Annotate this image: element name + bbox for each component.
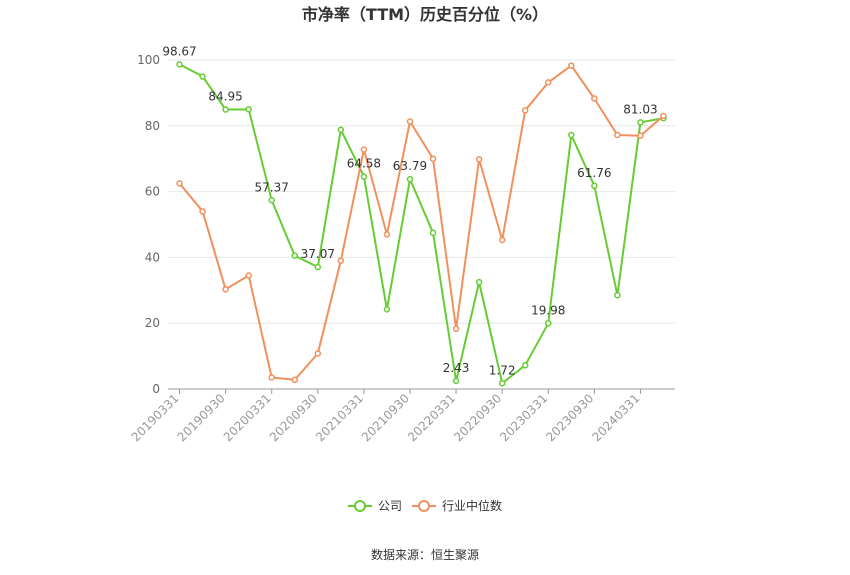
series-1-point-16: [545, 79, 552, 86]
legend-label-company: 公司: [378, 499, 402, 513]
x-tick-label-6: 20220331: [405, 391, 458, 444]
x-tick-label-5: 20210930: [359, 391, 412, 444]
series-0-point-7: [337, 126, 345, 133]
x-tick-label-1: 20190930: [175, 391, 228, 444]
legend-label-industry: 行业中位数: [442, 498, 502, 513]
series-1-point-18: [591, 95, 598, 102]
x-tick-label-10: 20240331: [589, 391, 642, 444]
series-1-point-9: [383, 231, 391, 238]
y-tick-label-2: 40: [145, 250, 160, 264]
data-label-5: 63.79: [393, 159, 427, 173]
series-1-point-20: [637, 132, 644, 139]
series-1-point-10: [406, 118, 414, 125]
series-0-point-9: [383, 306, 391, 313]
data-label-6: 2.43: [443, 361, 470, 375]
series-0-point-4: [268, 197, 275, 204]
series-1-point-3: [245, 272, 252, 279]
data-label-7: 1.72: [489, 363, 516, 377]
data-label-0: 98.67: [162, 44, 196, 58]
series-1-point-17: [568, 62, 575, 69]
series-1-point-4: [268, 374, 275, 381]
data-labels: 98.67 84.95 57.37 37.07 64.58 63.79 2.43 1.72 19…: [162, 44, 657, 377]
data-label-9: 61.76: [577, 166, 611, 180]
series-lines: [176, 61, 667, 387]
series-1-point-11: [429, 155, 437, 162]
y-tick-label-4: 80: [145, 119, 160, 133]
series-1-point-2: [222, 286, 229, 293]
series-1-point-8: [360, 146, 368, 153]
series-0-point-8: [360, 173, 368, 180]
x-tick-label-2: 20200331: [221, 391, 274, 444]
series-0-point-18: [591, 182, 598, 190]
data-label-3: 37.07: [301, 247, 335, 261]
x-tick-label-7: 20220930: [451, 391, 504, 444]
data-label-2: 57.37: [255, 180, 289, 194]
series-0-point-6: [314, 263, 322, 271]
series-line-0: [179, 63, 664, 385]
axes: 0 20 40 60 80 100 2019033120190930202003312020…: [129, 53, 675, 444]
x-tick-label-9: 20230930: [543, 391, 596, 444]
legend-marker-industry: [418, 500, 430, 512]
x-tick-label-4: 20210331: [313, 391, 366, 444]
x-tick-label-8: 20230331: [497, 391, 550, 444]
y-tick-label-1: 20: [145, 316, 160, 330]
series-0-point-12: [452, 377, 460, 385]
series-1-point-7: [337, 257, 345, 264]
series-1-point-0: [176, 180, 183, 187]
legend-marker-company: [354, 500, 366, 512]
data-label-10: 81.03: [623, 102, 657, 116]
series-0-point-2: [222, 106, 229, 113]
y-tick-label-3: 60: [145, 185, 160, 199]
y-tick-label-5: 100: [137, 53, 160, 67]
series-0-point-15: [521, 362, 529, 369]
series-0-point-13: [475, 278, 483, 286]
series-1-point-15: [521, 107, 529, 114]
series-1-point-12: [452, 325, 460, 333]
data-label-8: 19.98: [531, 303, 565, 317]
series-0-point-1: [199, 73, 206, 80]
series-1-point-1: [199, 208, 206, 215]
series-1-point-6: [314, 350, 322, 357]
series-1-point-14: [498, 236, 506, 244]
series-1-point-5: [291, 376, 298, 384]
series-0-point-17: [568, 131, 575, 139]
chart-title: 市净率（TTM）历史百分位（%）: [302, 5, 548, 24]
series-0-point-5: [291, 252, 298, 260]
series-0-point-16: [545, 320, 552, 327]
data-label-1: 84.95: [208, 90, 242, 104]
series-1-point-19: [614, 131, 621, 139]
data-label-4: 64.58: [347, 157, 381, 171]
legend-item-industry[interactable]: 行业中位数: [412, 498, 502, 513]
series-0-point-20: [637, 119, 644, 126]
series-0-point-3: [245, 106, 252, 113]
y-tick-label-0: 0: [152, 382, 160, 396]
x-tick-label-3: 20200930: [267, 391, 320, 444]
series-line-1: [178, 64, 665, 381]
series-0-point-14: [498, 380, 506, 387]
x-tick-label-0: 20190331: [129, 391, 182, 444]
series-0-point-19: [614, 291, 621, 299]
legend[interactable]: 公司 行业中位数: [348, 498, 502, 513]
series-0-point-11: [429, 229, 437, 236]
series-0-point-10: [406, 175, 414, 183]
series-1-point-21: [660, 112, 667, 120]
series-0-point-0: [176, 61, 183, 68]
source-note: 数据来源：恒生聚源: [371, 547, 479, 562]
series-1-point-13: [475, 156, 483, 163]
gridlines: [168, 59, 675, 324]
legend-item-company[interactable]: 公司: [348, 499, 402, 513]
